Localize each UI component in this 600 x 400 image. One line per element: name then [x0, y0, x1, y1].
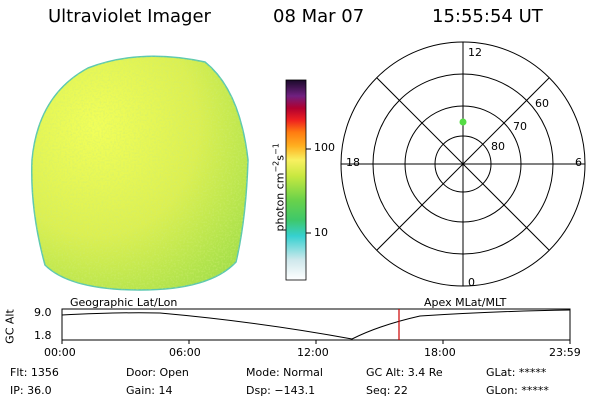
altitude-curve	[61, 309, 571, 340]
info-flight: Flt: 1356	[10, 366, 59, 379]
polar-lat-label-70: 70	[513, 120, 527, 133]
info-gain: Gain: 14	[126, 384, 173, 397]
colorbar-label-10: 10	[314, 226, 328, 239]
polar-lat-label-80: 80	[491, 140, 505, 153]
observation-time: 15:55:54 UT	[432, 6, 543, 27]
info-gc-altitude: GC Alt: 3.4 Re	[366, 366, 443, 379]
timeline-xtick-1800: 18:00	[424, 346, 456, 359]
colorbar-label-100: 100	[314, 141, 335, 154]
timeline-ymin-label: 1.8	[34, 329, 52, 342]
timeline-xtick-0000: 00:00	[44, 346, 76, 359]
observation-date: 08 Mar 07	[273, 6, 365, 27]
timeline-frame	[61, 308, 571, 341]
polar-position-marker	[459, 118, 467, 126]
info-door: Door: Open	[126, 366, 189, 379]
instrument-title: Ultraviolet Imager	[48, 6, 211, 27]
polar-mlt-label-0: 0	[468, 276, 475, 289]
polar-mlt-label-6: 6	[575, 156, 582, 169]
info-sequence: Seq: 22	[366, 384, 408, 397]
polar-mlt-label-18: 18	[346, 156, 360, 169]
info-geo-lon: GLon: *****	[486, 384, 549, 397]
polar-diagonal-2	[376, 77, 550, 251]
timeline-xtick-1200: 12:00	[297, 346, 329, 359]
timeline-left-label: Geographic Lat/Lon	[70, 296, 178, 309]
timeline-ymax-label: 9.0	[34, 306, 52, 319]
polar-mlt-label-12: 12	[468, 46, 482, 59]
info-dsp: Dsp: −143.1	[246, 384, 316, 397]
timeline-right-label: Apex MLat/MLT	[424, 296, 507, 309]
timeline-xtick-2359: 23:59	[549, 346, 581, 359]
timeline-xtick-0600: 06:00	[169, 346, 201, 359]
info-mode: Mode: Normal	[246, 366, 323, 379]
info-geo-lat: GLat: *****	[486, 366, 547, 379]
polar-lat-label-60: 60	[535, 97, 549, 110]
info-ip: IP: 36.0	[10, 384, 52, 397]
